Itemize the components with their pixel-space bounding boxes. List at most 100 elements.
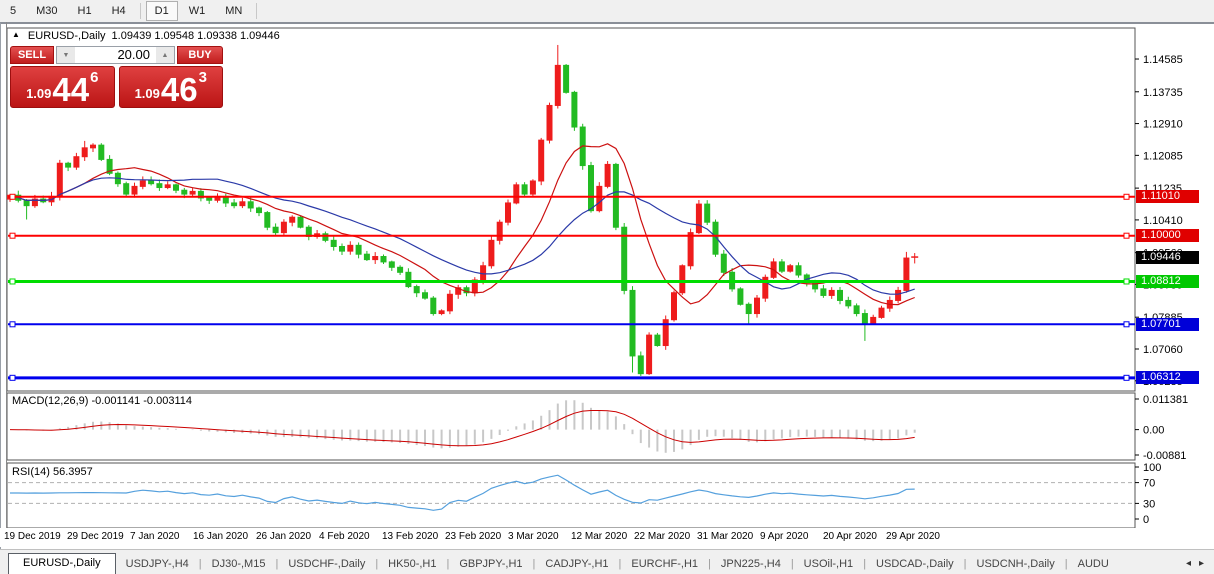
rsi-axis-label: 0 [1143, 514, 1149, 526]
timeframe-button-D1[interactable]: D1 [145, 1, 178, 21]
timeframe-button-5[interactable]: 5 [10, 5, 17, 17]
timeframe-button-H4[interactable]: H4 [111, 5, 126, 17]
candle-body [687, 232, 694, 267]
line-handle[interactable] [1123, 321, 1130, 328]
candle-body [637, 355, 644, 375]
candle-body [762, 276, 769, 299]
candle-body [264, 212, 271, 228]
candle-body [795, 265, 802, 276]
candle-body [778, 261, 785, 272]
chart-tab-eurusd-daily[interactable]: EURUSD-,Daily [8, 553, 116, 574]
sell-price-prefix: 1.09 [26, 86, 52, 101]
chart-tab-dj30-m15[interactable]: DJ30-,M15 [211, 558, 266, 570]
toolbar-divider [256, 3, 258, 19]
fast-ma-line[interactable] [9, 143, 915, 306]
tab-separator: | [963, 558, 967, 570]
candle-body [903, 257, 910, 291]
macd-axis-label: 0.011381 [1143, 394, 1188, 406]
price-axis[interactable]: 1.145851.137351.129101.120851.112351.104… [1135, 54, 1183, 388]
chart-tab-audu[interactable]: AUDU [1077, 558, 1109, 570]
chart-tab-bar: EURUSD-,Daily USDJPY-,H4 | DJ30-,M15 | USDCHF… [0, 549, 1214, 574]
tab-separator: | [446, 558, 450, 570]
candle-body [754, 297, 760, 315]
line-handle[interactable] [1123, 193, 1130, 200]
tab-separator: | [375, 558, 379, 570]
panel-collapse-icon[interactable]: ▲ [12, 30, 20, 39]
candle-body [695, 203, 702, 234]
x-axis-label: 7 Jan 2020 [130, 531, 180, 542]
line-handle[interactable] [1123, 232, 1130, 239]
rsi-pane[interactable] [6, 462, 1136, 529]
candle-body [164, 184, 171, 189]
x-axis-label: 19 Dec 2019 [4, 531, 61, 542]
candle-body [422, 292, 428, 299]
candle-body [372, 256, 379, 261]
buy-button[interactable]: BUY [177, 46, 223, 64]
chart-tab-usoil-h1[interactable]: USOil-,H1 [803, 558, 854, 570]
candles-layer [7, 44, 919, 376]
tab-separator: | [618, 558, 622, 570]
line-handle[interactable] [1123, 278, 1130, 285]
chart-tab-usdcnh-daily[interactable]: USDCNH-,Daily [976, 558, 1055, 570]
tab-separator: | [790, 558, 794, 570]
line-handle[interactable] [9, 374, 16, 381]
chart-canvas[interactable]: 1.145851.137351.129101.120851.112351.104… [0, 22, 1214, 551]
candle-body [596, 185, 603, 212]
candle-body [73, 156, 80, 168]
candle-body [604, 163, 611, 187]
candle-body [820, 288, 827, 296]
timeframe-button-H1[interactable]: H1 [77, 5, 92, 17]
candle-body [521, 184, 528, 195]
chart-tab-eurchf-h1[interactable]: EURCHF-,H1 [631, 558, 699, 570]
candle-body [231, 202, 238, 207]
y-tick-label: 1.10410 [1143, 215, 1183, 227]
rsi-axis-label: 70 [1143, 478, 1155, 490]
candle-body [480, 265, 487, 281]
sell-price-box[interactable]: 1.09 44 6 [10, 66, 115, 108]
timeframe-button-MN[interactable]: MN [225, 5, 243, 17]
candle-body [588, 165, 594, 212]
line-handle[interactable] [9, 193, 16, 200]
chart-tab-gbpjpy-h1[interactable]: GBPJPY-,H1 [459, 558, 523, 570]
timeframe-button-M30[interactable]: M30 [36, 5, 58, 17]
price-tag-1.07701: 1.07701 [1136, 317, 1199, 331]
price-tag-1.06312: 1.06312 [1136, 371, 1199, 385]
line-handle[interactable] [9, 278, 16, 285]
date-axis[interactable]: 19 Dec 2019 29 Dec 2019 7 Jan 2020 16 Jan 2… [0, 528, 1214, 547]
candle-body [629, 289, 636, 357]
candle-body [455, 287, 462, 295]
chart-ohlc-values: 1.09439 1.09548 1.09338 1.09446 [111, 30, 280, 42]
line-handle[interactable] [1123, 374, 1130, 381]
candle-body [65, 162, 72, 168]
candle-body [413, 286, 420, 294]
candle-body [173, 184, 179, 191]
tab-scroll-right-icon[interactable]: ▸ [1198, 558, 1204, 569]
candle-body [131, 185, 138, 195]
chart-tab-usdjpy-h4[interactable]: USDJPY-,H4 [125, 558, 189, 570]
chart-tab-usdchf-daily[interactable]: USDCHF-,Daily [288, 558, 366, 570]
chart-tab-hk50-h1[interactable]: HK50-,H1 [388, 558, 437, 570]
sell-price-big: 44 [52, 71, 90, 108]
tab-scroll-left-icon[interactable]: ◂ [1185, 558, 1191, 569]
chart-tab-jpn225-h4[interactable]: JPN225-,H4 [720, 558, 781, 570]
candle-body [148, 180, 155, 185]
sell-button[interactable]: SELL [10, 46, 54, 64]
line-handle[interactable] [9, 321, 16, 328]
volume-input[interactable]: 20.00 [117, 47, 150, 62]
candle-body [90, 144, 96, 149]
chart-tab-cadjpy-h1[interactable]: CADJPY-,H1 [545, 558, 609, 570]
candle-body [380, 256, 387, 263]
volume-increase-icon[interactable]: ▲ [156, 47, 174, 63]
toolbar-divider [139, 3, 141, 19]
line-handle[interactable] [9, 232, 16, 239]
macd-indicator-label: MACD(12,26,9) -0.001141 -0.003114 [12, 395, 192, 407]
volume-decrease-icon[interactable]: ▼ [57, 47, 75, 63]
y-tick-label: 1.14585 [1143, 54, 1183, 66]
one-click-trade-panel: SELL ▼ 20.00 ▲ BUY 1.09 44 6 1.09 46 3 [10, 46, 223, 108]
timeframe-button-W1[interactable]: W1 [188, 5, 206, 17]
buy-price-box[interactable]: 1.09 46 3 [118, 66, 223, 108]
candle-body [31, 198, 38, 207]
chart-tab-usdcad-daily[interactable]: USDCAD-,Daily [876, 558, 954, 570]
candle-body [280, 221, 287, 234]
macd-axis-label: 0.00 [1143, 425, 1164, 437]
